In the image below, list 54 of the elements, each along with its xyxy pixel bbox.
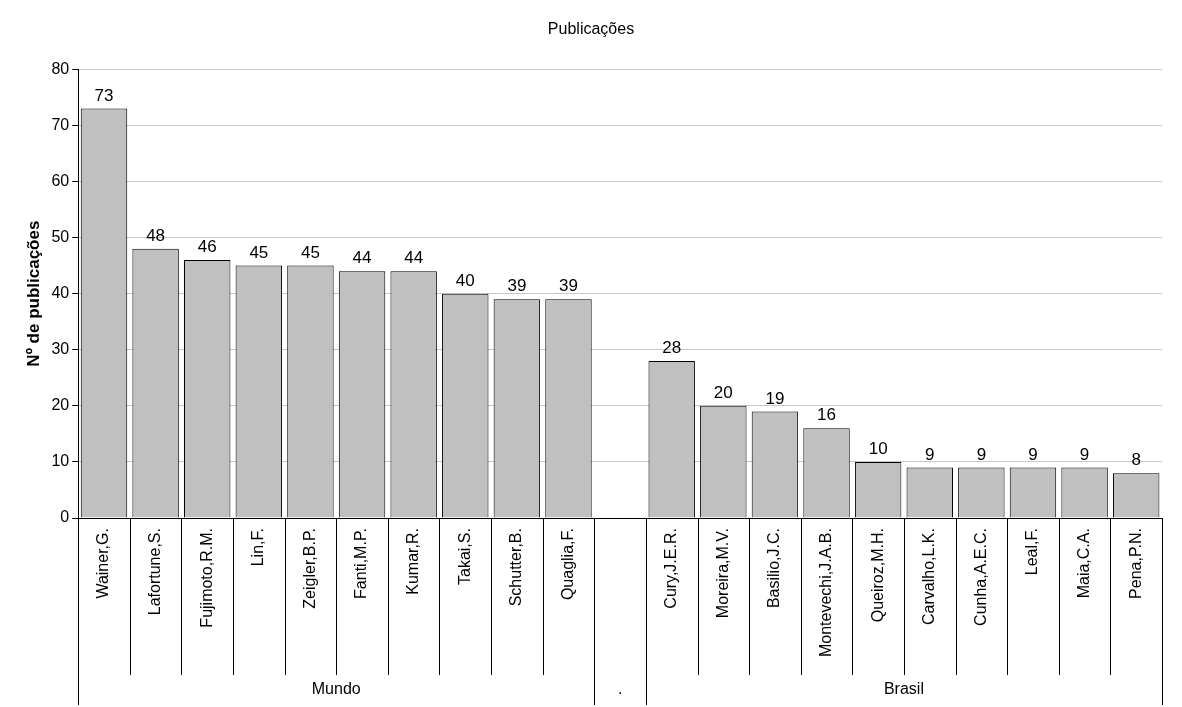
text: .	[617, 680, 623, 698]
x-tick-label: Moreira,M.V.	[713, 528, 731, 619]
text: Brasil	[883, 680, 924, 698]
x-tick-label: Fujimoto,R.M.	[197, 528, 215, 628]
x-tick-label: Montevechi,J.A.B.	[816, 528, 834, 658]
x-tick-label: Fanti,M.P.	[352, 528, 370, 599]
x-tick-label: Wainer,G.	[94, 528, 112, 599]
x-tick-label: Pena,P.N.	[1126, 528, 1144, 599]
data-label: 39	[507, 276, 527, 296]
data-label: 44	[404, 248, 424, 268]
data-label: 9	[1079, 444, 1090, 464]
x-tick-label: Lafortune,S.	[146, 528, 164, 616]
data-label: 8	[1131, 450, 1141, 470]
x-tick-label: Cunha,A.E.C.	[971, 528, 989, 626]
y-tick-label: 30	[51, 340, 70, 358]
data-label: 48	[146, 225, 166, 245]
data-label: 46	[197, 237, 217, 257]
data-label: 9	[976, 444, 987, 464]
y-tick-label: 10	[51, 452, 70, 470]
x-tick-label: Queiroz,M.H.	[868, 528, 886, 623]
x-tick-label: Schutter,B.	[507, 528, 525, 607]
y-tick-label: 40	[51, 284, 70, 302]
y-tick-label: 80	[51, 59, 70, 77]
x-tick-label: Lin,F.	[249, 528, 267, 567]
y-tick-label: 60	[51, 171, 70, 189]
data-label: 20	[713, 383, 733, 403]
y-tick-label: 0	[60, 508, 70, 526]
data-label: 44	[352, 248, 372, 268]
data-label: 39	[559, 276, 578, 296]
x-tick-label: Quaglia,F.	[558, 528, 576, 601]
text: Mundo	[311, 680, 361, 698]
x-tick-label: Kumar,R.	[404, 528, 422, 595]
data-label: 19	[765, 388, 785, 408]
x-tick-label: Maia,C.A.	[1074, 528, 1092, 599]
data-label: 45	[300, 242, 320, 262]
data-label: 9	[1028, 444, 1038, 464]
y-axis-title: Nº de publicações	[23, 220, 43, 367]
x-tick-label: Leal,F.	[1023, 528, 1041, 576]
data-label: 10	[868, 439, 888, 459]
y-tick-label: 70	[51, 115, 70, 133]
data-label: 40	[455, 270, 475, 290]
data-label: 16	[817, 405, 836, 425]
x-tick-label: Takai,S.	[455, 528, 473, 585]
x-tick-label: Zeigler,B.P.	[300, 528, 318, 609]
x-tick-label: Basilio,J.C.	[765, 528, 783, 609]
y-tick-label: 20	[51, 396, 70, 414]
data-label: 9	[925, 444, 935, 464]
x-tick-label: Carvalho,L.K.	[920, 528, 938, 625]
data-label: 28	[662, 338, 682, 358]
data-label: 73	[94, 85, 114, 105]
y-tick-label: 50	[51, 227, 70, 245]
data-label: 45	[249, 242, 269, 262]
chart-title: Publicações	[547, 20, 635, 38]
x-tick-label: Cury,J.E.R.	[662, 528, 680, 609]
